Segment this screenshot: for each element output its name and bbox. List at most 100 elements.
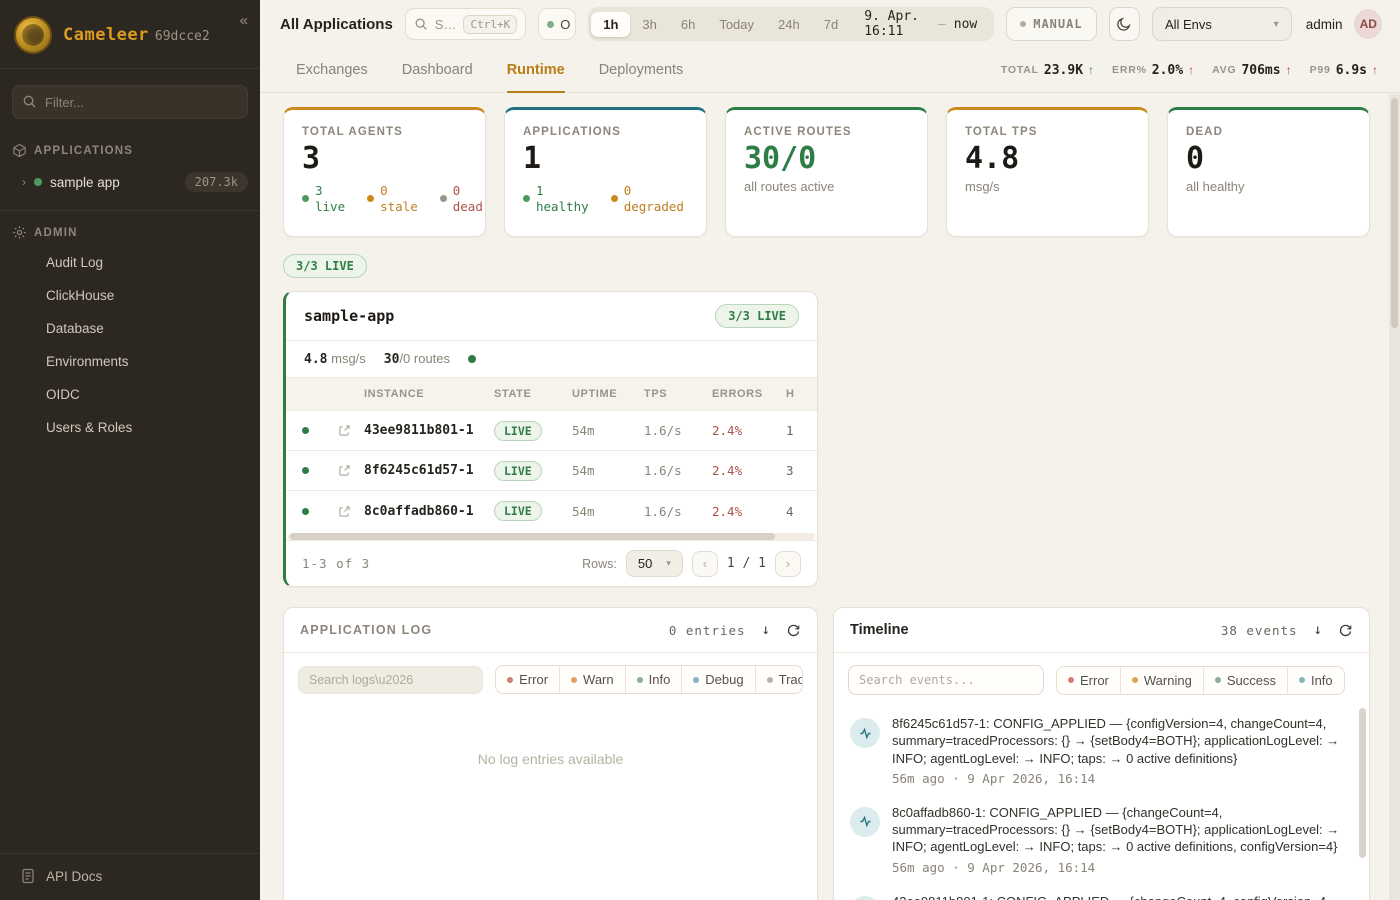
filter-success[interactable]: Success [1202,666,1287,694]
up-arrow-icon: ↑ [1285,63,1292,77]
pulse-icon [850,895,880,900]
sidebar-item-users-roles[interactable]: Users & Roles [46,420,133,435]
up-arrow-icon: ↑ [1088,63,1095,77]
sidebar-item-audit-log[interactable]: Audit Log [46,255,104,270]
timeline-title: Timeline [850,622,909,638]
table-row[interactable]: 43ee9811b801-1 LIVE 54m 1.6/s 2.4% 1 [286,411,817,451]
prev-page-button[interactable]: ‹ [691,550,718,577]
range-3h[interactable]: 3h [642,16,657,32]
warn-dot [571,676,578,683]
timeline-filters: Error Warning Success Info [1056,665,1345,695]
brand-version: 69dcce2 [154,29,210,44]
table-row[interactable]: 8f6245c61d57-1 LIVE 54m 1.6/s 2.4% 3 [286,451,817,491]
tab-dashboard[interactable]: Dashboard [401,62,473,78]
filter-error[interactable]: Error [496,666,559,693]
sidebar-item-environments[interactable]: Environments [46,354,129,369]
warning-dot [1131,677,1138,683]
content: TOTAL AGENTS 3 3 live 0 stale 0 dead APPLIC… [260,93,1400,900]
pulse-icon [850,806,880,837]
range-today[interactable]: Today [719,16,755,32]
app-item-label: sample app [50,174,120,190]
page-indicator: 1 / 1 [726,556,766,571]
filter-warning[interactable]: Warning [1119,666,1203,694]
sidebar-item-database[interactable]: Database [46,321,104,336]
sidebar-item-api-docs[interactable]: API Docs [0,853,260,900]
timeline-search-input[interactable] [848,665,1044,695]
range-24h[interactable]: 24h [778,16,800,32]
external-link-icon[interactable] [338,505,351,518]
download-icon[interactable]: ↓ [1313,622,1322,638]
event-text: 8f6245c61d57-1: CONFIG_APPLIED — {config… [892,716,1340,766]
filter-error[interactable]: Error [1057,667,1120,694]
tab-exchanges[interactable]: Exchanges [296,62,368,78]
horizontal-scrollbar[interactable] [288,533,815,540]
external-link-icon[interactable] [338,464,351,477]
filter-trace[interactable]: Trace [754,666,802,693]
scrollbar-thumb[interactable] [290,533,775,540]
date-to: now [953,16,978,32]
orange-dot [367,195,375,203]
moon-icon [1117,17,1131,31]
card-dead: DEAD 0 all healthy [1167,107,1370,237]
range-7d[interactable]: 7d [823,16,839,32]
app-routes: 30/0 routes [383,351,451,367]
filter-debug[interactable]: Debug [681,666,754,693]
timeline-scrollbar-thumb[interactable] [1359,708,1366,858]
table-row[interactable]: 8c0affadb860-1 LIVE 54m 1.6/s 2.4% 4 [286,491,817,531]
app-title: sample-app [304,307,395,325]
avatar[interactable]: AD [1354,9,1382,39]
app-panel-sample-app: sample-app 3/3 LIVE 4.8 msg/s 30/0 route… [283,291,818,587]
log-search-input[interactable] [298,665,484,694]
cube-icon [13,143,26,158]
scrollbar-thumb[interactable] [1391,98,1398,328]
online-status-pill[interactable]: O [538,8,577,40]
error-dot [507,676,514,683]
timeline-event-list: 8f6245c61d57-1: CONFIG_APPLIED — {config… [834,707,1369,900]
sidebar-item-oidc[interactable]: OIDC [46,387,80,402]
manual-refresh-button[interactable]: MANUAL [1006,7,1097,41]
refresh-icon[interactable] [786,623,801,638]
timeline-event[interactable]: 8f6245c61d57-1: CONFIG_APPLIED — {config… [850,715,1351,786]
next-page-button[interactable]: › [775,550,801,577]
rows-per-page-select[interactable]: 50 ▾ [625,550,683,577]
sidebar-item-sample-app[interactable]: › sample app 207.3k [0,164,260,202]
debug-dot [693,676,700,683]
global-search[interactable]: S… Ctrl+K [404,8,527,40]
range-1h[interactable]: 1h [591,11,631,37]
instances-table: INSTANCE STATE UPTIME TPS ERRORS H 43ee9… [286,377,817,540]
filter-input[interactable] [12,85,248,119]
range-6h[interactable]: 6h [680,16,696,32]
filter-info[interactable]: Info [624,666,682,693]
user-name: admin [1305,16,1343,32]
kpi-p99: P99 6.9s ↑ [1309,62,1378,78]
log-count: 0 entries [668,622,746,638]
sidebar-item-clickhouse[interactable]: ClickHouse [46,288,115,303]
filter-warn[interactable]: Warn [559,666,625,693]
date-range[interactable]: 9. Apr. 16:11 — now [850,9,991,39]
up-arrow-icon: ↑ [1372,63,1378,77]
page-scrollbar[interactable] [1389,94,1400,900]
state-badge: LIVE [494,460,542,481]
brand-name: Cameleer [63,25,149,45]
app-live-badge: 3/3 LIVE [715,304,799,328]
env-value: All Envs [1164,16,1212,32]
status-dot-green [301,427,309,434]
chevron-right-icon[interactable]: › [22,175,26,189]
collapse-sidebar-icon[interactable]: « [239,12,248,29]
search-icon [415,18,427,30]
tab-runtime[interactable]: Runtime [506,48,565,93]
timeline-event[interactable]: 43ee9811b801-1: CONFIG_APPLIED — {change… [850,893,1351,900]
online-dot [547,20,555,28]
manual-dot [1020,21,1027,27]
timeline-event[interactable]: 8c0affadb860-1: CONFIG_APPLIED — {change… [850,804,1351,875]
tab-deployments[interactable]: Deployments [598,62,684,78]
sidebar-filter [12,85,248,119]
external-link-icon[interactable] [338,424,351,437]
download-icon[interactable]: ↓ [761,622,770,638]
green-dot [302,195,309,203]
table-header: INSTANCE STATE UPTIME TPS ERRORS H [286,377,817,411]
theme-toggle-button[interactable] [1108,7,1140,41]
filter-info[interactable]: Info [1286,666,1344,694]
env-select[interactable]: All Envs ▾ [1151,7,1292,41]
refresh-icon[interactable] [1338,623,1353,638]
